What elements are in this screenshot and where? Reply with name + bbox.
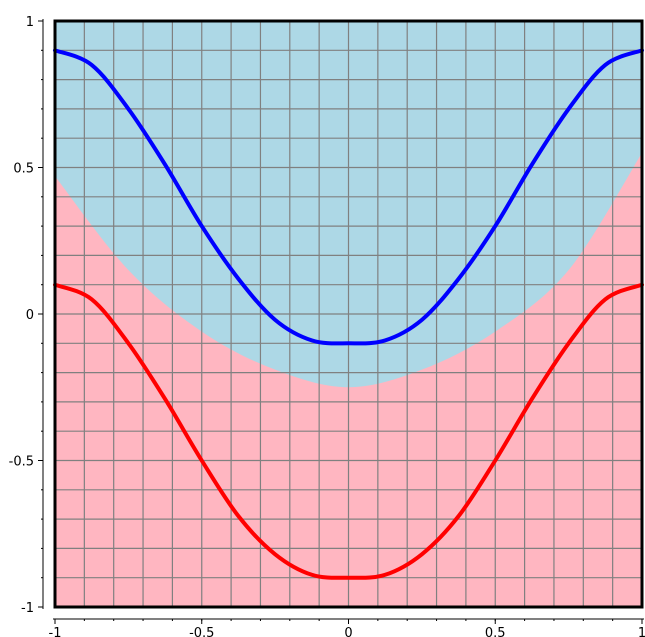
plot-frame — [53, 19, 644, 609]
x-tick-label: 0.5 — [485, 626, 506, 637]
x-tick-label: 0 — [344, 626, 352, 637]
series-line-2 — [53, 282, 644, 580]
series-layer — [53, 48, 644, 580]
ticks-layer — [38, 19, 644, 624]
x-tick-label: -1 — [49, 626, 62, 637]
tick-labels-layer: -1 -0.5 0 0.5 1 -1 -0.5 0 0.5 1 — [9, 15, 645, 637]
x-tick-label: 1 — [638, 626, 645, 637]
y-tick-label: 0.5 — [13, 162, 34, 177]
y-tick-label: -1 — [21, 601, 34, 616]
y-tick-label: -0.5 — [9, 455, 34, 470]
x-tick-label: -0.5 — [189, 626, 214, 637]
y-tick-label: 0 — [26, 308, 34, 323]
y-tick-label: 1 — [26, 15, 34, 30]
grid-layer — [54, 20, 643, 608]
series-line-1 — [53, 48, 644, 346]
